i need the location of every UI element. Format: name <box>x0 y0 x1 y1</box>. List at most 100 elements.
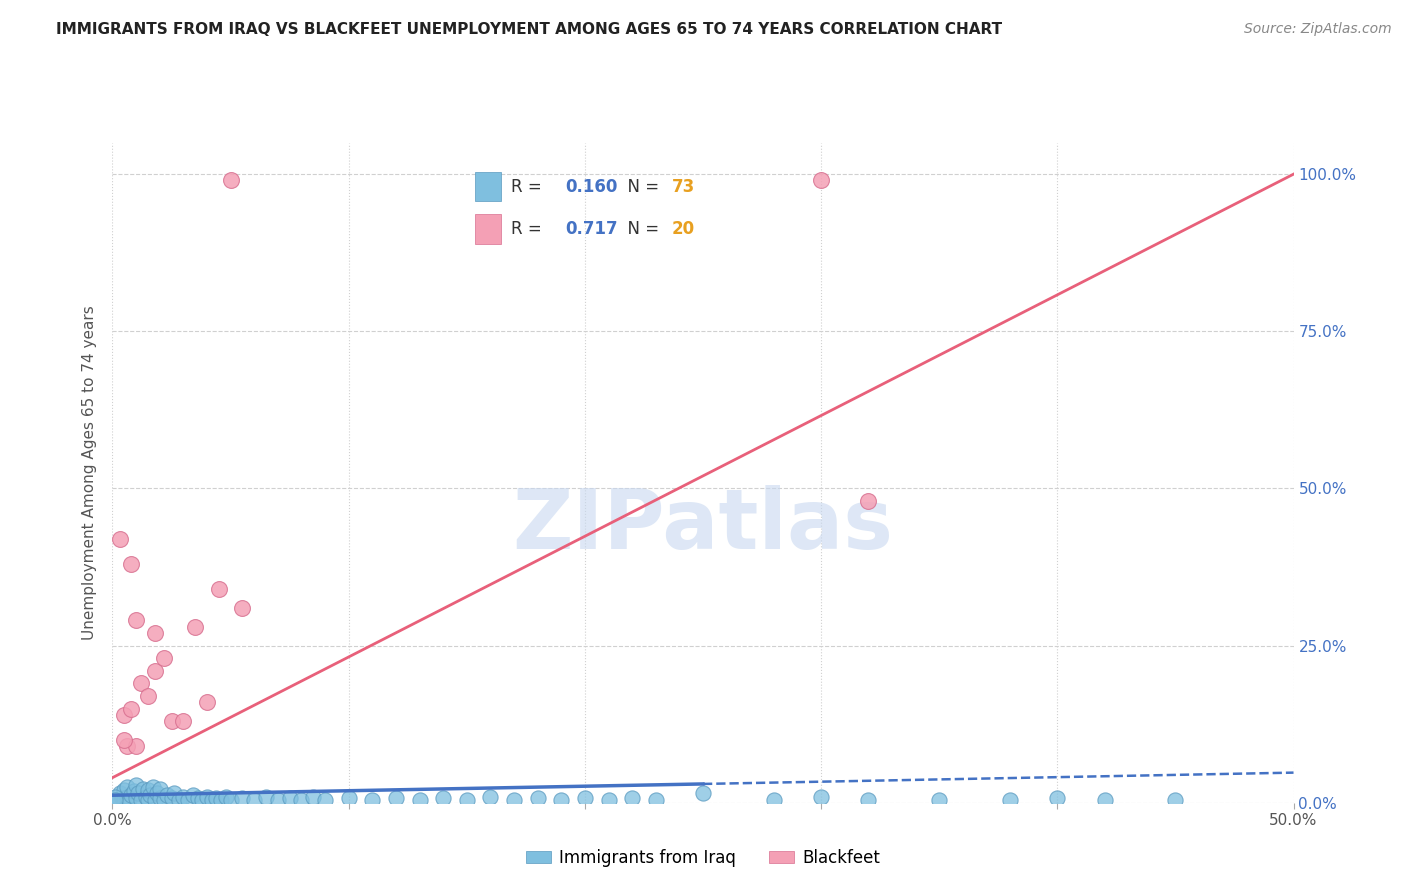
Point <box>149 790 172 805</box>
Point <box>762 792 785 806</box>
Point <box>231 601 253 615</box>
Point <box>105 792 128 806</box>
Text: Source: ZipAtlas.com: Source: ZipAtlas.com <box>1244 22 1392 37</box>
Point <box>115 780 138 794</box>
Point <box>115 789 138 804</box>
Point <box>136 792 159 806</box>
Point <box>215 789 238 804</box>
Point <box>115 739 138 754</box>
Point <box>129 676 152 690</box>
Point <box>112 733 135 747</box>
Point <box>143 626 166 640</box>
Point <box>153 651 176 665</box>
Point <box>278 790 301 805</box>
Point <box>385 790 408 805</box>
Point <box>1046 790 1069 805</box>
Point <box>149 781 172 796</box>
Point <box>644 792 666 806</box>
Point <box>112 783 135 797</box>
Point <box>361 792 384 806</box>
Point <box>208 582 231 596</box>
Point <box>858 494 880 508</box>
Point <box>136 689 159 703</box>
Point <box>143 792 166 806</box>
Point <box>219 173 242 187</box>
Point <box>267 792 290 806</box>
Point <box>290 792 312 806</box>
Point <box>1094 792 1116 806</box>
Point <box>201 792 224 806</box>
Point <box>550 792 572 806</box>
Point <box>181 789 204 803</box>
Point <box>479 789 502 804</box>
Point <box>120 789 142 803</box>
Point <box>205 790 228 805</box>
Point <box>598 792 620 806</box>
Point <box>156 789 179 803</box>
FancyBboxPatch shape <box>475 172 501 202</box>
Point <box>928 792 950 806</box>
Point <box>120 557 142 571</box>
Point <box>108 532 131 546</box>
Point <box>243 792 266 806</box>
Point <box>118 792 141 806</box>
Point <box>858 792 880 806</box>
Point <box>526 790 548 805</box>
Point <box>191 792 214 806</box>
Point <box>456 792 478 806</box>
Text: 0.160: 0.160 <box>565 178 617 195</box>
Point <box>160 790 183 805</box>
Point <box>112 792 135 806</box>
Point <box>1164 792 1187 806</box>
Point <box>337 790 360 805</box>
Point <box>125 790 148 805</box>
Point <box>125 739 148 754</box>
Text: N =: N = <box>617 220 665 238</box>
Text: R =: R = <box>510 220 547 238</box>
Point <box>135 789 157 804</box>
Point <box>139 789 162 803</box>
Point <box>153 792 176 806</box>
Point <box>160 714 183 728</box>
Text: IMMIGRANTS FROM IRAQ VS BLACKFEET UNEMPLOYMENT AMONG AGES 65 TO 74 YEARS CORRELA: IMMIGRANTS FROM IRAQ VS BLACKFEET UNEMPL… <box>56 22 1002 37</box>
Point <box>195 789 218 804</box>
Point <box>810 173 832 187</box>
Point <box>195 695 218 709</box>
Point <box>127 786 149 800</box>
Point <box>302 789 325 804</box>
Point <box>167 792 190 806</box>
Point <box>184 620 207 634</box>
Point <box>104 789 127 804</box>
Point <box>146 786 169 800</box>
Point <box>254 789 277 804</box>
Point <box>132 781 155 796</box>
Point <box>111 790 134 805</box>
Point <box>186 790 208 805</box>
Text: 20: 20 <box>672 220 695 238</box>
Point <box>142 780 165 794</box>
Point <box>574 790 596 805</box>
Point <box>432 790 454 805</box>
Point <box>136 783 159 797</box>
Point <box>125 614 148 628</box>
Text: R =: R = <box>510 178 547 195</box>
Text: N =: N = <box>617 178 665 195</box>
Point <box>112 707 135 722</box>
Text: 0.717: 0.717 <box>565 220 619 238</box>
Point <box>209 792 232 806</box>
Point <box>408 792 430 806</box>
Point <box>163 786 186 800</box>
Point <box>231 790 253 805</box>
Point <box>172 789 194 804</box>
FancyBboxPatch shape <box>475 214 501 244</box>
Point <box>314 792 336 806</box>
Point <box>122 784 145 798</box>
Point <box>143 664 166 678</box>
Point <box>104 792 127 806</box>
Point <box>998 792 1021 806</box>
Legend: Immigrants from Iraq, Blackfeet: Immigrants from Iraq, Blackfeet <box>519 842 887 873</box>
Text: 73: 73 <box>672 178 696 195</box>
Point <box>692 786 714 800</box>
Point <box>177 792 200 806</box>
Point <box>219 792 242 806</box>
